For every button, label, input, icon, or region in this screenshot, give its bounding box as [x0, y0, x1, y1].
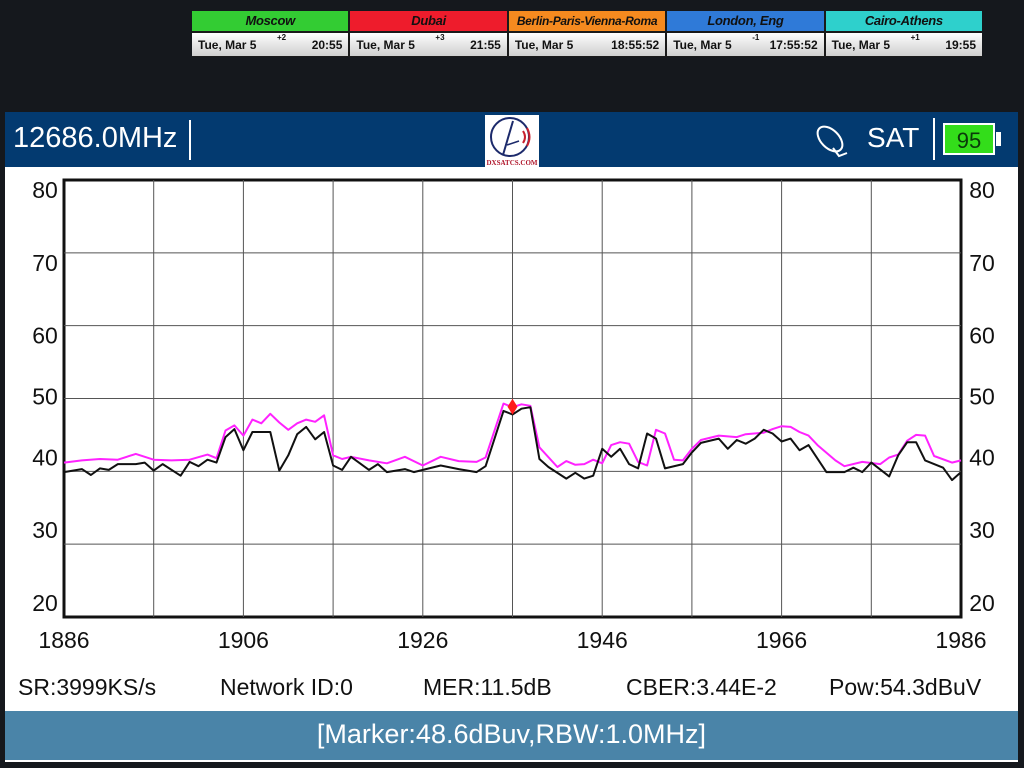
clock-offset: +3	[435, 33, 445, 42]
logo-text: DXSATCS.COM	[486, 159, 538, 167]
marker-info-bar: [Marker:48.6dBuv,RBW:1.0MHz]	[5, 711, 1018, 760]
battery-tip	[996, 132, 1001, 146]
clock-date: Tue, Mar 5	[514, 37, 574, 52]
clock-moscow: Moscow Tue, Mar 5 +2 20:55	[192, 11, 349, 57]
clock-offset: +1	[910, 33, 920, 42]
x-tick-label: 1926	[397, 627, 448, 653]
mer-value: MER:11.5dB	[423, 674, 552, 700]
clock-date: Tue, Mar 5	[831, 37, 891, 52]
live-trace	[63, 406, 962, 482]
clock-london: London, Eng Tue, Mar 5 -1 17:55:52	[667, 11, 824, 57]
max-hold-trace	[63, 402, 962, 468]
clock-time: 19:55	[945, 37, 977, 52]
clock-offset: -1	[752, 33, 760, 42]
clock-city: London, Eng	[667, 11, 824, 31]
clock-date: Tue, Mar 5	[198, 37, 257, 52]
y-tick-label-right: 80	[969, 177, 995, 203]
x-tick-label: 1946	[577, 627, 628, 653]
symbol-rate: SR:3999KS/s	[18, 674, 157, 700]
clock-date: Tue, Mar 5	[673, 37, 732, 52]
chart-traces	[63, 398, 962, 482]
y-tick-label-left: 80	[32, 177, 58, 203]
clock-city: Dubai	[350, 11, 507, 31]
clock-city: Cairo-Athens	[825, 11, 983, 31]
divider	[933, 118, 935, 160]
clock-time: 21:55	[470, 37, 501, 52]
divider	[189, 120, 191, 160]
x-tick-label: 1986	[935, 627, 986, 653]
clock-time: 17:55:52	[769, 37, 818, 52]
x-tick-label: 1966	[756, 627, 807, 653]
y-tick-label-left: 40	[32, 444, 58, 470]
y-tick-label-left: 50	[32, 384, 58, 410]
y-tick-label-right: 40	[969, 444, 995, 470]
clock-date: Tue, Mar 5	[356, 37, 415, 52]
y-tick-label-left: 60	[32, 323, 58, 349]
battery-indicator: 95	[943, 123, 995, 155]
marker-diamond-icon	[507, 398, 518, 415]
clock-dubai: Dubai Tue, Mar 5 +3 21:55	[350, 11, 507, 57]
network-id: Network ID:0	[220, 674, 353, 700]
frequency-readout[interactable]: 12686.0MHz	[13, 122, 178, 154]
mode-label[interactable]: SAT	[867, 122, 920, 153]
y-tick-label-left: 30	[32, 517, 58, 543]
clock-berlin: Berlin-Paris-Vienna-Roma Tue, Mar 5 18:55…	[508, 11, 666, 57]
y-tick-label-left: 70	[32, 250, 58, 276]
y-tick-label-right: 60	[969, 323, 995, 349]
y-tick-label-left: 20	[32, 590, 58, 616]
satellite-dish-icon	[816, 125, 848, 158]
dxsatcs-logo: DXSATCS.COM	[485, 115, 539, 167]
y-tick-label-right: 30	[969, 517, 995, 543]
clock-city: Berlin-Paris-Vienna-Roma	[508, 11, 666, 31]
world-clock-bar: Moscow Tue, Mar 5 +2 20:55 Dubai Tue, Mar …	[192, 11, 983, 57]
y-tick-label-right: 70	[969, 250, 995, 276]
clock-cairo: Cairo-Athens Tue, Mar 5 +1 19:55	[825, 11, 983, 57]
y-tick-label-right: 50	[969, 384, 995, 410]
y-tick-label-right: 20	[969, 590, 995, 616]
clock-city: Moscow	[192, 11, 349, 31]
power-value: Pow:54.3dBuV	[829, 674, 982, 700]
signal-stats: SR:3999KS/s Network ID:0 MER:11.5dB CBER…	[5, 674, 1018, 704]
cber-value: CBER:3.44E-2	[626, 674, 777, 700]
clock-offset: +2	[277, 33, 287, 42]
x-tick-label: 1906	[218, 627, 269, 653]
chart-grid	[62, 178, 963, 619]
header-bar: 12686.0MHz DXSATCS.COM SAT 95	[5, 112, 1018, 167]
clock-time: 18:55:52	[611, 37, 660, 52]
x-tick-label: 1886	[38, 627, 89, 653]
clock-time: 20:55	[311, 37, 343, 52]
chart-labels: 80 80 70 70 60 60 50 50 40 40 30 30 20 20 1886 1906 1926…	[32, 177, 995, 653]
